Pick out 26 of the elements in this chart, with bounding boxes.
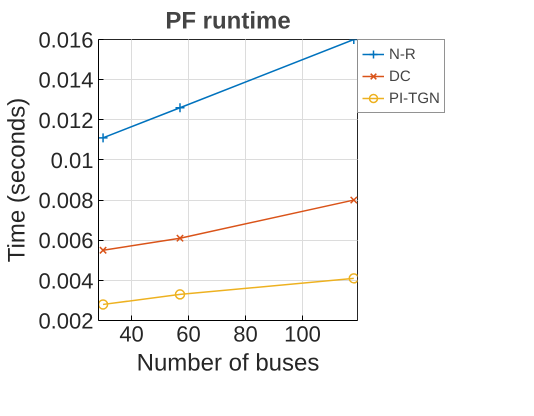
legend-label: PI-TGN	[389, 90, 440, 106]
y-tick-label: 0.006	[38, 228, 94, 254]
point	[98, 132, 108, 144]
x-tick-label: 40	[119, 322, 144, 346]
legend-label: N-R	[389, 46, 416, 62]
y-tick-label: 0.012	[38, 108, 94, 133]
x-axis-title: Number of buses	[136, 350, 320, 376]
y-tick-label: 0.002	[38, 308, 94, 334]
point	[98, 299, 108, 310]
x-tick-label: 100	[284, 322, 321, 346]
x-tick-label: 60	[176, 322, 201, 346]
x-tick-label: 80	[233, 322, 258, 346]
point	[350, 196, 358, 204]
y-tick-label: 0.014	[38, 68, 94, 93]
legend-label: DC	[389, 68, 411, 84]
y-tick-label: 0.004	[38, 268, 94, 294]
point	[174, 289, 186, 300]
point	[99, 246, 107, 254]
y-tick-label: 0.008	[38, 188, 94, 214]
point	[174, 102, 186, 113]
point	[348, 273, 358, 284]
y-axis-title: Time (seconds)	[3, 98, 30, 262]
chart-title: PF runtime	[165, 8, 291, 34]
y-tick-label: 0.016	[38, 28, 94, 52]
y-tick-label: 0.01	[50, 148, 94, 173]
point	[176, 234, 184, 242]
